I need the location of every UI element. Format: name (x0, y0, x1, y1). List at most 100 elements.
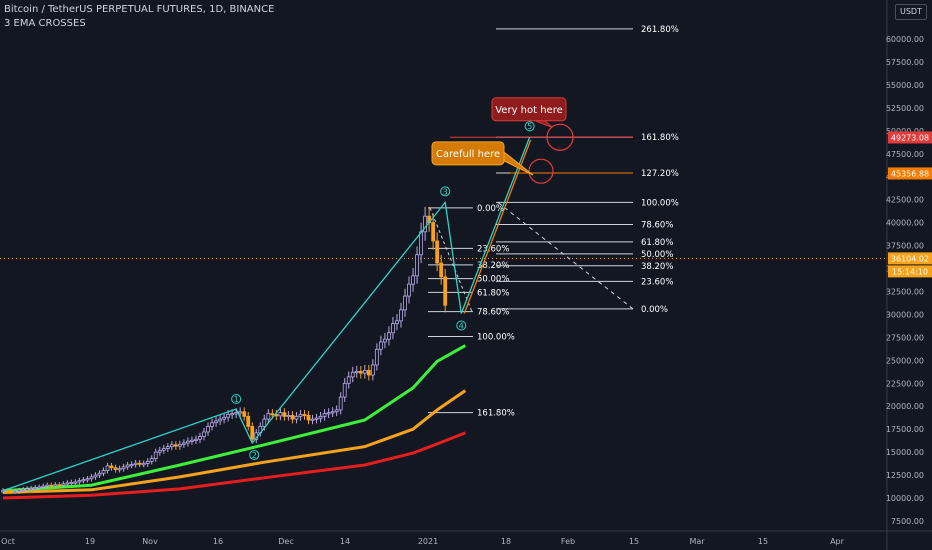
y-tick-37500: 37500.00 (886, 242, 924, 251)
wave-marker-5 (524, 121, 535, 132)
candle-87 (350, 366, 355, 383)
x-tick-12: Apr (830, 537, 845, 546)
fib-ext-label-08: 23.60% (641, 277, 673, 287)
candle-03 (13, 488, 17, 495)
candle-94 (378, 335, 383, 356)
callout-careful-text: Carefull here (436, 149, 500, 160)
candle-90 (362, 364, 367, 379)
fib-ext-trend (497, 202, 634, 310)
fib-ext-label-05: 61.80% (641, 238, 673, 248)
candle-22 (89, 474, 94, 482)
candle-45 (181, 439, 186, 448)
candle-21 (85, 475, 90, 483)
candle-28 (113, 464, 118, 473)
candle-85 (342, 378, 347, 402)
fib-retrace-trend (429, 207, 473, 312)
fib-retrace-label-07: 161.80% (477, 409, 515, 419)
x-tick-02: Nov (142, 537, 158, 546)
candle-79 (318, 411, 323, 423)
y-tick-40000: 40000.00 (886, 219, 924, 228)
ema-mid-line (2, 389, 467, 494)
wave-label-2: 2 (252, 451, 257, 460)
x-tick-07: 18 (501, 537, 511, 546)
candle-108 (435, 232, 440, 272)
wave-label-5: 5 (527, 122, 532, 131)
candle-74 (298, 410, 303, 421)
price-badge-03: 15:14:10 (888, 265, 932, 278)
fib-ext-label-04: 78.60% (641, 220, 673, 230)
candle-42 (169, 441, 174, 451)
y-tick-30000: 30000.00 (886, 310, 924, 319)
y-tick-57500: 57500.00 (886, 58, 924, 67)
candle-40 (161, 444, 166, 454)
candle-27 (109, 462, 114, 471)
candle-82 (330, 407, 335, 418)
candle-08 (33, 484, 38, 491)
candle-23 (93, 472, 98, 480)
candle-41 (165, 443, 170, 453)
candle-36 (145, 458, 150, 467)
candle-14 (57, 482, 62, 488)
candle-88 (354, 365, 359, 378)
candle-98 (395, 314, 399, 331)
candle-47 (190, 436, 194, 445)
candle-101 (407, 276, 411, 304)
candle-38 (153, 448, 158, 462)
callout-careful-box (431, 141, 505, 166)
candle-02 (9, 488, 13, 495)
candle-13 (53, 482, 58, 489)
y-tick-10000: 10000.00 (886, 494, 924, 503)
indicator-label: 3 EMA CROSSES (4, 18, 86, 29)
candle-26 (105, 462, 110, 474)
candle-95 (382, 332, 387, 349)
candle-35 (141, 460, 146, 468)
svg-text:45356.88: 45356.88 (891, 169, 929, 178)
candle-43 (173, 441, 178, 450)
target-circle-red (546, 123, 574, 151)
wave-label-4: 4 (459, 322, 464, 331)
wave-path (2, 200, 462, 492)
fib-retrace-label-03: 50.00% (477, 275, 509, 285)
y-tick-32500: 32500.00 (886, 287, 924, 296)
x-tick-11: 15 (758, 537, 768, 546)
candle-61 (246, 411, 251, 431)
candle-59 (238, 407, 243, 418)
candle-17 (69, 479, 74, 486)
candle-16 (65, 480, 70, 487)
candle-99 (399, 302, 403, 328)
candle-80 (322, 409, 327, 421)
x-tick-03: 16 (213, 537, 223, 546)
price-badge-00: 49273.08 (888, 131, 932, 144)
candle-06 (25, 486, 30, 492)
y-tick-12500: 12500.00 (886, 471, 924, 480)
candle-69 (278, 408, 283, 421)
candle-103 (415, 246, 419, 284)
candle-70 (282, 408, 287, 421)
candle-49 (198, 432, 202, 444)
x-tick-04: Dec (278, 537, 293, 546)
wave-marker-3 (440, 186, 451, 197)
candle-34 (137, 459, 142, 468)
candle-32 (129, 461, 134, 469)
fib-ext-label-06: 50.00% (641, 250, 673, 260)
candle-48 (194, 435, 198, 444)
callout-hot-text: Very hot here (495, 105, 563, 116)
candle-72 (290, 411, 295, 424)
candle-05 (21, 486, 26, 493)
candle-78 (314, 413, 319, 424)
candle-105 (423, 206, 428, 241)
wave-label-1: 1 (234, 395, 239, 404)
candle-92 (370, 359, 375, 381)
fib-ext-label-03: 100.00% (641, 198, 679, 208)
candle-39 (157, 446, 162, 456)
candle-15 (61, 481, 66, 488)
candle-55 (222, 412, 227, 424)
y-tick-22500: 22500.00 (886, 379, 924, 388)
x-tick-01: 19 (85, 537, 95, 546)
candle-25 (101, 467, 106, 477)
fib-retrace-label-01: 23.60% (477, 244, 509, 254)
chart-title: Bitcoin / TetherUS PERPETUAL FUTURES, 1D… (4, 4, 275, 15)
y-tick-42500: 42500.00 (886, 196, 924, 205)
currency-button[interactable]: USDT (895, 4, 927, 20)
